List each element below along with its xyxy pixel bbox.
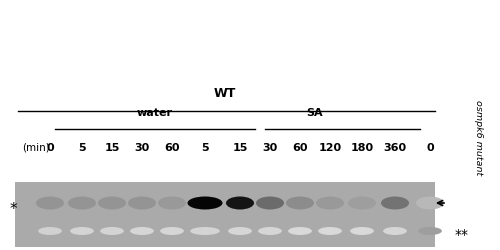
Text: 0: 0: [426, 142, 434, 152]
Ellipse shape: [158, 197, 186, 210]
Ellipse shape: [36, 197, 64, 210]
Ellipse shape: [286, 197, 314, 210]
Ellipse shape: [381, 197, 409, 210]
Text: 0: 0: [46, 142, 54, 152]
Text: **: **: [455, 227, 469, 241]
Ellipse shape: [256, 197, 284, 210]
Ellipse shape: [70, 227, 94, 235]
Ellipse shape: [100, 227, 124, 235]
Ellipse shape: [38, 227, 62, 235]
Ellipse shape: [288, 227, 312, 235]
Text: osmpk6 mutant: osmpk6 mutant: [474, 100, 482, 174]
Text: 5: 5: [78, 142, 86, 152]
Ellipse shape: [190, 227, 220, 235]
Text: 360: 360: [384, 142, 406, 152]
Text: 120: 120: [318, 142, 342, 152]
Ellipse shape: [130, 227, 154, 235]
Text: 15: 15: [232, 142, 248, 152]
Ellipse shape: [418, 227, 442, 235]
Ellipse shape: [188, 197, 222, 210]
Text: (min): (min): [22, 142, 50, 152]
Ellipse shape: [348, 197, 376, 210]
Ellipse shape: [258, 227, 282, 235]
Text: 60: 60: [292, 142, 308, 152]
Ellipse shape: [128, 197, 156, 210]
Ellipse shape: [226, 197, 254, 210]
Ellipse shape: [68, 197, 96, 210]
Text: 30: 30: [262, 142, 278, 152]
Ellipse shape: [350, 227, 374, 235]
Ellipse shape: [160, 227, 184, 235]
Text: *: *: [10, 202, 18, 217]
Text: WT: WT: [214, 87, 236, 100]
Ellipse shape: [416, 197, 444, 210]
Ellipse shape: [383, 227, 407, 235]
Ellipse shape: [316, 197, 344, 210]
Text: SA: SA: [306, 108, 324, 118]
Ellipse shape: [318, 227, 342, 235]
Bar: [15, 182, 435, 247]
Ellipse shape: [228, 227, 252, 235]
Text: water: water: [137, 108, 173, 118]
Text: 30: 30: [134, 142, 150, 152]
Text: 5: 5: [201, 142, 209, 152]
Text: 15: 15: [104, 142, 120, 152]
Text: 60: 60: [164, 142, 180, 152]
Text: 180: 180: [350, 142, 374, 152]
Ellipse shape: [98, 197, 126, 210]
